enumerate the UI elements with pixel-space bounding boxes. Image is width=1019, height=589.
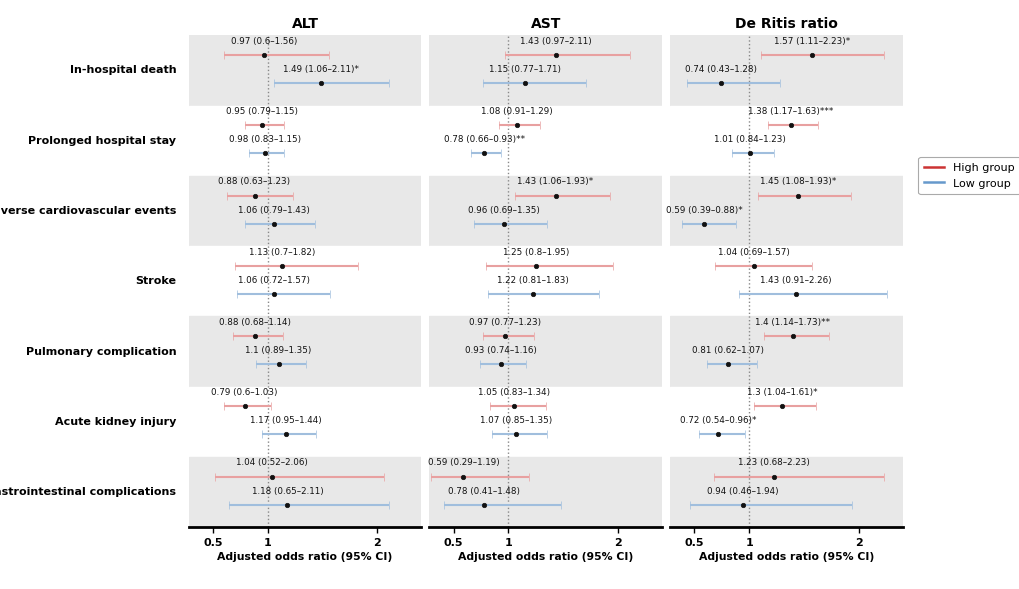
Text: 0.78 (0.41–1.48): 0.78 (0.41–1.48) [447,487,520,495]
Bar [429,246,661,316]
Legend: High group, Low group: High group, Low group [917,157,1019,194]
Bar [669,35,902,105]
Text: Acute kidney injury: Acute kidney injury [55,417,176,427]
Bar [189,35,421,105]
Bar [189,246,421,316]
Text: 0.81 (0.62–1.07): 0.81 (0.62–1.07) [692,346,763,355]
Title: AST: AST [530,18,560,31]
Bar [669,246,902,316]
Bar [429,105,661,176]
Text: 0.59 (0.29–1.19): 0.59 (0.29–1.19) [427,458,499,468]
Bar [189,176,421,246]
Text: Pulmonary complication: Pulmonary complication [25,346,176,356]
Text: 1.43 (0.97–2.11): 1.43 (0.97–2.11) [520,37,591,46]
Text: Gastrointestinal complications: Gastrointestinal complications [0,487,176,497]
Bar [429,457,661,527]
Text: 0.93 (0.74–1.16): 0.93 (0.74–1.16) [465,346,536,355]
Text: 0.98 (0.83–1.15): 0.98 (0.83–1.15) [229,135,302,144]
Text: 0.96 (0.69–1.35): 0.96 (0.69–1.35) [468,206,539,214]
Text: 1.04 (0.69–1.57): 1.04 (0.69–1.57) [717,247,789,257]
Bar [189,316,421,386]
Text: 1.4 (1.14–1.73)**: 1.4 (1.14–1.73)** [755,318,829,327]
Title: ALT: ALT [291,18,318,31]
Text: 1.07 (0.85–1.35): 1.07 (0.85–1.35) [480,416,551,425]
Text: 0.95 (0.79–1.15): 0.95 (0.79–1.15) [226,107,298,116]
Bar [429,386,661,457]
Text: 0.88 (0.68–1.14): 0.88 (0.68–1.14) [218,318,290,327]
X-axis label: Adjusted odds ratio (95% CI): Adjusted odds ratio (95% CI) [217,552,392,562]
Bar [669,316,902,386]
X-axis label: Adjusted odds ratio (95% CI): Adjusted odds ratio (95% CI) [698,552,873,562]
Text: 0.97 (0.77–1.23): 0.97 (0.77–1.23) [469,318,541,327]
Text: 1.06 (0.79–1.43): 1.06 (0.79–1.43) [238,206,310,214]
Text: 1.3 (1.04–1.61)*: 1.3 (1.04–1.61)* [746,388,816,397]
Text: 1.13 (0.7–1.82): 1.13 (0.7–1.82) [249,247,315,257]
Bar [189,105,421,176]
Bar [189,457,421,527]
Text: 0.94 (0.46–1.94): 0.94 (0.46–1.94) [706,487,777,495]
Text: 1.05 (0.83–1.34): 1.05 (0.83–1.34) [477,388,549,397]
Text: 1.1 (0.89–1.35): 1.1 (0.89–1.35) [246,346,312,355]
Bar [189,386,421,457]
Text: 0.97 (0.6–1.56): 0.97 (0.6–1.56) [231,37,298,46]
Text: 0.78 (0.66–0.93)**: 0.78 (0.66–0.93)** [443,135,525,144]
Text: 1.49 (1.06–2.11)*: 1.49 (1.06–2.11)* [283,65,359,74]
Bar [669,457,902,527]
Text: 1.57 (1.11–2.23)*: 1.57 (1.11–2.23)* [772,37,849,46]
Text: 1.17 (0.95–1.44): 1.17 (0.95–1.44) [251,416,322,425]
Text: 1.04 (0.52–2.06): 1.04 (0.52–2.06) [236,458,308,468]
Text: 1.06 (0.72–1.57): 1.06 (0.72–1.57) [238,276,310,284]
Text: 1.18 (0.65–2.11): 1.18 (0.65–2.11) [252,487,323,495]
Text: 1.22 (0.81–1.83): 1.22 (0.81–1.83) [496,276,568,284]
Bar [669,176,902,246]
Text: 0.59 (0.39–0.88)*: 0.59 (0.39–0.88)* [665,206,742,214]
Text: 0.72 (0.54–0.96)*: 0.72 (0.54–0.96)* [680,416,756,425]
Text: 1.01 (0.84–1.23): 1.01 (0.84–1.23) [713,135,786,144]
Text: Prolonged hospital stay: Prolonged hospital stay [29,135,176,145]
Text: In-hospital death: In-hospital death [69,65,176,75]
Title: De Ritis ratio: De Ritis ratio [735,18,837,31]
Text: 1.43 (0.91–2.26): 1.43 (0.91–2.26) [760,276,832,284]
Bar [429,176,661,246]
Text: 1.15 (0.77–1.71): 1.15 (0.77–1.71) [488,65,560,74]
Text: 1.23 (0.68–2.23): 1.23 (0.68–2.23) [738,458,809,468]
Bar [669,386,902,457]
Bar [669,105,902,176]
Text: 0.74 (0.43–1.28): 0.74 (0.43–1.28) [684,65,756,74]
Text: Stroke: Stroke [136,276,176,286]
Text: 1.45 (1.08–1.93)*: 1.45 (1.08–1.93)* [759,177,836,186]
Text: 0.88 (0.63–1.23): 0.88 (0.63–1.23) [218,177,290,186]
Text: Major adverse cardiovascular events: Major adverse cardiovascular events [0,206,176,216]
Bar [429,316,661,386]
Text: 1.25 (0.8–1.95): 1.25 (0.8–1.95) [502,247,569,257]
Text: 1.38 (1.17–1.63)***: 1.38 (1.17–1.63)*** [747,107,833,116]
Text: 1.43 (1.06–1.93)*: 1.43 (1.06–1.93)* [517,177,593,186]
X-axis label: Adjusted odds ratio (95% CI): Adjusted odds ratio (95% CI) [458,552,633,562]
Text: 0.79 (0.6–1.03): 0.79 (0.6–1.03) [211,388,277,397]
Text: 1.08 (0.91–1.29): 1.08 (0.91–1.29) [481,107,552,116]
Bar [429,35,661,105]
